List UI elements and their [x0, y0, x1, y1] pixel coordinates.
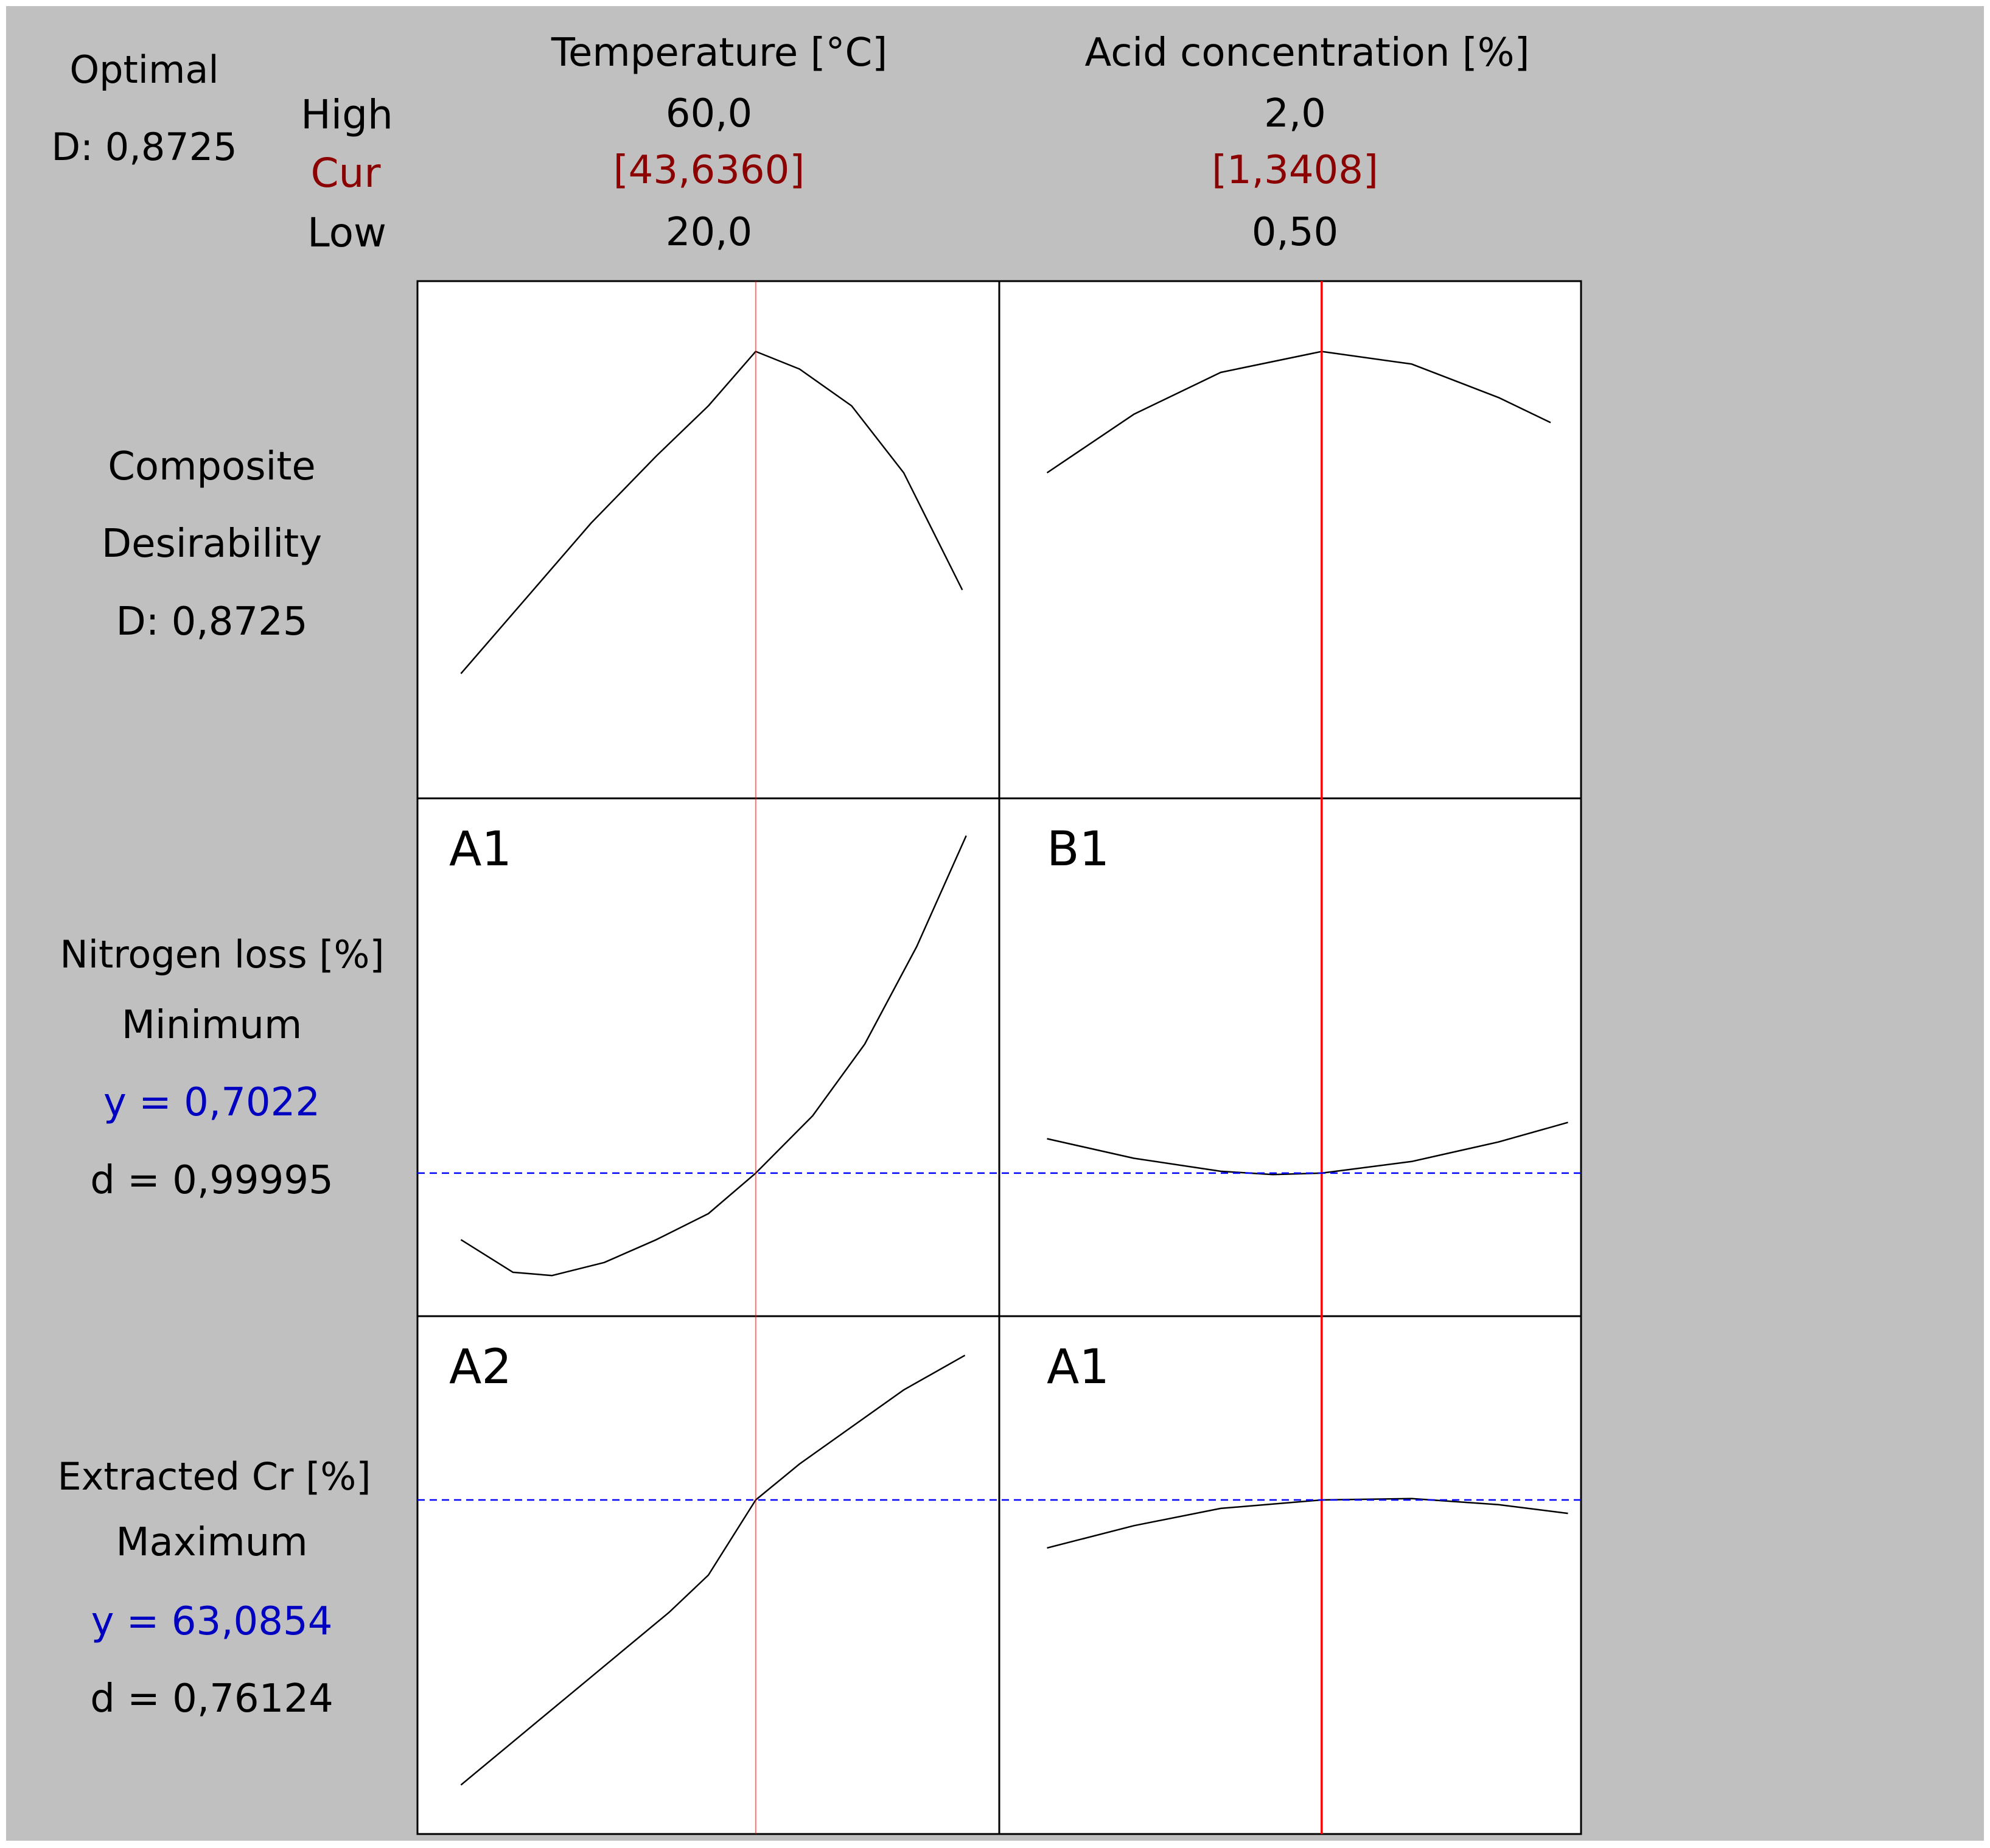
factor-temperature-cur: [43,6360]: [613, 148, 805, 193]
plot-cell-r0-c1: [998, 280, 1582, 800]
plot-cell-r1-c1: [998, 797, 1582, 1317]
response-nitrogen-y: y = 0,7022: [103, 1080, 321, 1125]
profile-curve-temperature-row2: [460, 1355, 966, 1786]
factor-acid-name: Acid concentration [%]: [1084, 30, 1530, 75]
composite-d-value: D: 0,8725: [116, 599, 308, 644]
level-low-label: Low: [307, 209, 386, 256]
response-nitrogen-goal: Minimum: [121, 1003, 302, 1048]
response-cr-goal: Maximum: [116, 1520, 308, 1565]
profile-curve-temperature-row0: [460, 350, 963, 674]
response-cr-d: d = 0,76124: [90, 1676, 333, 1721]
panel-tag-r2-c0: A2: [449, 1340, 512, 1395]
panel-tag-r1-c1: B1: [1047, 822, 1109, 877]
factor-acid-high: 2,0: [1264, 91, 1326, 136]
plot-cell-r0-c0: [416, 280, 1000, 800]
response-cr-y: y = 63,0854: [91, 1599, 333, 1644]
plot-cell-r2-c1: [998, 1315, 1582, 1835]
factor-acid-cur: [1,3408]: [1212, 148, 1378, 193]
composite-label-line1: Composite: [108, 444, 316, 489]
response-nitrogen-name: Nitrogen loss [%]: [60, 932, 385, 977]
level-cur-label: Cur: [310, 150, 381, 197]
response-cr-name: Extracted Cr [%]: [57, 1454, 371, 1499]
factor-temperature-name: Temperature [°C]: [551, 30, 888, 75]
optimal-title: Optimal: [69, 47, 219, 92]
composite-label-line2: Desirability: [101, 521, 323, 567]
optimal-d-value: D: 0,8725: [51, 125, 237, 169]
factor-acid-low: 0,50: [1251, 210, 1339, 255]
profile-curve-temperature-row1: [460, 835, 967, 1277]
panel-tag-r1-c0: A1: [449, 822, 512, 877]
level-high-label: High: [301, 91, 393, 138]
response-nitrogen-d: d = 0,99995: [90, 1158, 333, 1203]
factor-temperature-low: 20,0: [665, 210, 753, 255]
panel-tag-r2-c1: A1: [1047, 1340, 1109, 1395]
factor-temperature-high: 60,0: [665, 91, 753, 136]
